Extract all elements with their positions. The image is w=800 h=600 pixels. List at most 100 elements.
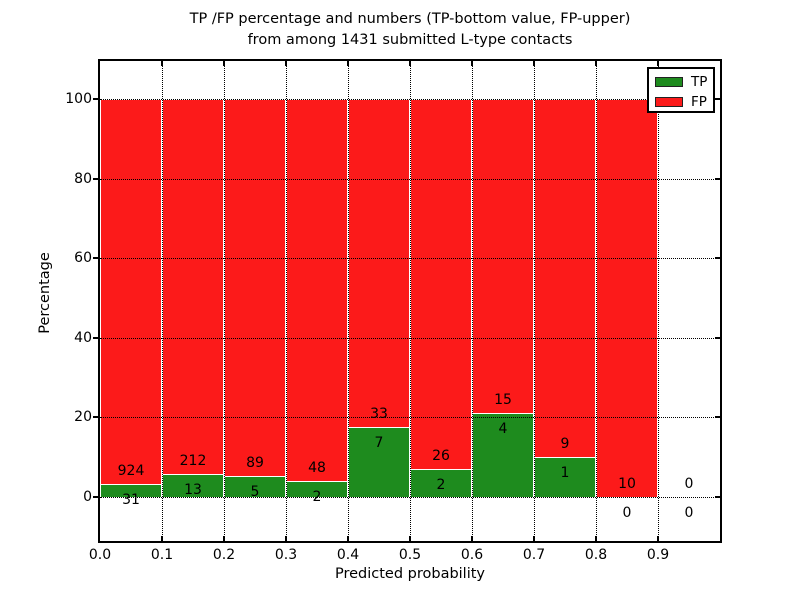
- y-tick-right-40: [715, 336, 720, 339]
- x-axis-label: Predicted probability: [334, 566, 486, 582]
- gridline-x-5: [410, 61, 411, 541]
- legend-label-tp: TP: [691, 74, 708, 90]
- y-tick-left-60: [93, 257, 98, 260]
- y-tick-right-100: [715, 98, 720, 100]
- x-tick-top-5: [409, 61, 411, 66]
- label-fp-count-1: 212: [179, 453, 207, 469]
- bar-tp-0: [100, 484, 162, 497]
- y-tick-left-100: [93, 98, 98, 100]
- x-tick-bottom-8: [595, 536, 597, 541]
- x-tick-bottom-7: [533, 536, 535, 541]
- x-tick-label-0.4: 0.4: [336, 547, 360, 563]
- x-tick-bottom-6: [471, 536, 473, 541]
- x-tick-top-9: [657, 61, 659, 66]
- x-tick-label-0.0: 0.0: [88, 547, 112, 563]
- label-tp-count-8: 0: [622, 505, 632, 521]
- label-tp-count-4: 7: [374, 435, 384, 452]
- bar-fp-8: [596, 99, 658, 497]
- x-tick-label-0.6: 0.6: [460, 547, 484, 563]
- x-tick-label-0.7: 0.7: [522, 547, 546, 563]
- x-tick-bottom-3: [285, 536, 287, 541]
- bar-fp-7: [534, 99, 596, 458]
- legend-item-fp: FP: [655, 92, 713, 112]
- x-tick-top-4: [347, 61, 349, 66]
- label-fp-count-5: 26: [432, 447, 450, 464]
- x-tick-top-6: [471, 61, 473, 66]
- legend-label-fp: FP: [691, 94, 707, 110]
- y-tick-right-80: [715, 177, 720, 180]
- y-tick-right-0: [715, 496, 720, 498]
- y-tick-label-80: 80: [74, 170, 92, 187]
- y-tick-left-20: [93, 416, 98, 419]
- y-tick-label-40: 40: [74, 329, 92, 346]
- gridline-x-6: [472, 61, 473, 541]
- label-fp-count-0: 924: [117, 463, 145, 480]
- y-tick-right-20: [715, 416, 720, 419]
- label-fp-count-3: 48: [308, 460, 326, 477]
- x-tick-top-7: [533, 61, 535, 66]
- label-fp-count-7: 9: [560, 436, 570, 453]
- label-fp-count-8: 10: [618, 476, 636, 492]
- bar-fp-6: [472, 99, 534, 414]
- x-tick-label-0.2: 0.2: [212, 547, 236, 563]
- gridline-x-9: [658, 61, 659, 541]
- bar-fp-1: [162, 99, 224, 474]
- chart-title-line1: TP /FP percentage and numbers (TP-bottom…: [189, 11, 631, 27]
- x-tick-bottom-9: [657, 536, 659, 541]
- y-tick-label-60: 60: [74, 250, 92, 267]
- gridline-x-3: [286, 61, 287, 541]
- gridline-x-7: [534, 61, 535, 541]
- bar-tp-4: [348, 427, 410, 497]
- label-tp-count-2: 5: [250, 483, 260, 500]
- x-tick-bottom-5: [409, 536, 411, 541]
- x-tick-label-0.9: 0.9: [646, 547, 670, 563]
- label-fp-count-9: 0: [684, 476, 694, 492]
- plot-area: 924 31 212 13 89 5 48 2 33 7 26 2 15 4 9 1 10 0 0 0: [93, 59, 722, 543]
- label-tp-count-5: 2: [436, 476, 446, 493]
- y-tick-label-20: 20: [74, 409, 92, 426]
- x-tick-label-0.1: 0.1: [150, 547, 174, 563]
- bar-fp-5: [410, 99, 472, 469]
- legend-swatch-fp: [655, 97, 683, 107]
- y-tick-right-60: [715, 257, 720, 260]
- y-tick-left-0: [93, 496, 98, 498]
- x-tick-top-1: [161, 61, 163, 66]
- chart-title-line2: from among 1431 submitted L-type contact…: [247, 32, 573, 48]
- label-fp-count-2: 89: [246, 454, 264, 471]
- gridline-x-1: [162, 61, 163, 541]
- label-tp-count-9: 0: [684, 505, 694, 521]
- x-tick-top-8: [595, 61, 597, 66]
- y-tick-label-0: 0: [83, 489, 92, 505]
- bar-tp-6: [472, 413, 534, 497]
- x-tick-label-0.8: 0.8: [584, 547, 608, 563]
- bar-fp-3: [286, 99, 348, 482]
- gridline-x-2: [224, 61, 225, 541]
- y-tick-label-100: 100: [65, 91, 92, 107]
- y-tick-left-40: [93, 336, 98, 339]
- label-tp-count-1: 13: [184, 482, 202, 498]
- bar-fp-4: [348, 99, 410, 428]
- gridline-x-8: [596, 61, 597, 541]
- legend: TP FP: [647, 67, 715, 113]
- x-tick-bottom-4: [347, 536, 349, 541]
- x-tick-top-3: [285, 61, 287, 66]
- legend-swatch-tp: [655, 77, 683, 87]
- bar-fp-2: [224, 99, 286, 476]
- label-fp-count-4: 33: [370, 406, 388, 423]
- label-tp-count-0: 31: [122, 492, 140, 509]
- x-tick-bottom-1: [161, 536, 163, 541]
- x-tick-top-2: [223, 61, 225, 66]
- y-tick-left-80: [93, 177, 98, 180]
- x-tick-label-0.3: 0.3: [274, 547, 298, 563]
- label-fp-count-6: 15: [494, 392, 512, 409]
- chart-title: TP /FP percentage and numbers (TP-bottom…: [100, 9, 720, 51]
- x-tick-label-0.5: 0.5: [398, 547, 422, 563]
- legend-item-tp: TP: [655, 72, 713, 92]
- label-tp-count-7: 1: [560, 465, 570, 482]
- bar-fp-0: [100, 99, 162, 485]
- bar-tp-5: [410, 468, 472, 497]
- label-tp-count-3: 2: [312, 489, 322, 506]
- gridline-x-4: [348, 61, 349, 541]
- x-tick-bottom-2: [223, 536, 225, 541]
